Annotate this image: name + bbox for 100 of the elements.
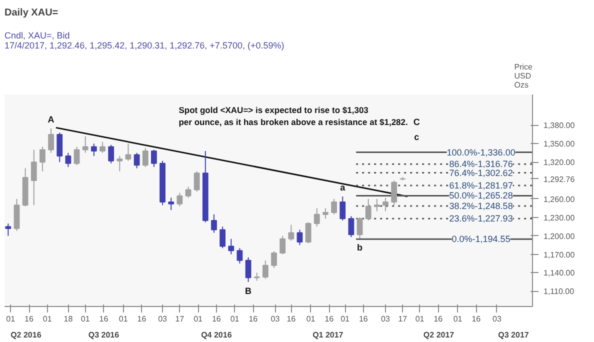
candlestick xyxy=(30,149,37,206)
candlestick xyxy=(90,143,97,156)
y-axis-title: Price USD Ozs xyxy=(514,62,534,90)
candlestick xyxy=(356,216,363,239)
candlestick xyxy=(194,170,200,192)
text: Q3 2016 xyxy=(88,330,120,340)
y-tick-label: 1,140.00 xyxy=(544,268,576,278)
candlestick xyxy=(108,144,114,164)
candlestick xyxy=(271,250,277,268)
y-tick-label: 1,260.00 xyxy=(544,194,576,204)
chart-title: Daily XAU= xyxy=(4,8,58,18)
annotation: 76.4%-1,302.62 xyxy=(449,168,513,178)
candlestick xyxy=(340,196,346,221)
x-tick-label: 03 xyxy=(381,314,390,324)
annotation: 50.0%-1,265.28 xyxy=(449,190,513,201)
x-tick-label: 16 xyxy=(286,314,296,324)
x-tick-label: 17 xyxy=(175,314,185,324)
chart-subtitle: Cndl, XAU=, Bid 17/4/2017, 1,292.46, 1,295.42, 1,290.31, 1,292.76, +7.5700, (+0.59%) xyxy=(4,30,284,50)
candlestick xyxy=(280,235,286,255)
annotation: a xyxy=(340,182,346,193)
x-tick-label: 16 xyxy=(137,314,147,324)
x-tick-label: 18 xyxy=(64,314,74,324)
candlestick xyxy=(288,224,294,242)
candlestick xyxy=(348,216,354,238)
candlestick xyxy=(14,198,20,232)
candlestick xyxy=(228,238,234,255)
x-tick-label: 03 xyxy=(492,314,502,324)
x-tick-label: 16 xyxy=(324,314,334,324)
candlestick xyxy=(262,260,268,280)
candlestick xyxy=(125,143,132,162)
candlestick xyxy=(245,256,252,282)
x-tick-label: 03 xyxy=(270,314,280,324)
x-tick-label: 16 xyxy=(212,314,222,324)
candlestick xyxy=(305,222,312,244)
annotation: 61.8%-1,281.97 xyxy=(449,180,513,190)
annotation: B xyxy=(245,286,252,296)
annotation: c xyxy=(414,132,420,142)
candlestick xyxy=(142,147,148,168)
x-tick-label: 01 xyxy=(306,314,316,324)
x-tick-label: 01 xyxy=(453,314,463,324)
text: Q1 2017 xyxy=(312,330,344,340)
candlestick xyxy=(74,146,80,166)
annotation: 86.4%-1,316.76 xyxy=(449,159,513,170)
annotation: A xyxy=(48,114,55,124)
y-tick-label: 1,230.00 xyxy=(544,213,576,222)
x-tick-label: 01 xyxy=(80,314,90,324)
candlestick xyxy=(211,214,217,234)
candlestick xyxy=(296,229,303,246)
text: Q2 2017 xyxy=(423,330,455,340)
x-tick-label: 01 xyxy=(415,314,425,324)
annotation: 23.6%-1,227.93 xyxy=(449,214,513,224)
y-tick-label: 1,110.00 xyxy=(544,287,575,296)
candlestick xyxy=(168,197,174,211)
candlestick xyxy=(100,141,106,154)
text: Q3 2017 xyxy=(498,330,530,340)
text: Q2 2016 xyxy=(10,330,42,340)
x-tick-label: 16 xyxy=(472,314,482,324)
x-tick-label: 01 xyxy=(42,314,52,324)
y-tick-label: 1,350.00 xyxy=(544,140,576,149)
candlestick xyxy=(236,248,243,264)
x-tick-label: 01 xyxy=(6,314,16,324)
annotation: 38.2%-1,248.58 xyxy=(449,200,513,211)
y-tick-label: 1,380.00 xyxy=(544,121,576,130)
x-tick-label: 16 xyxy=(99,314,109,324)
candlestick xyxy=(40,146,46,172)
x-tick-label: 01 xyxy=(194,314,204,324)
y-tick-label: 1,292.76 xyxy=(544,174,576,184)
annotation: b xyxy=(357,242,364,252)
annotation: 0.0%-1,194.55 xyxy=(452,234,510,244)
candlestick xyxy=(314,208,320,228)
x-tick-label: 03 xyxy=(158,314,168,324)
y-tick-label: 1,170.00 xyxy=(544,250,576,260)
candlestick xyxy=(382,197,388,212)
x-tick-label: 16 xyxy=(248,314,258,324)
candlestick xyxy=(65,152,72,168)
annotation: C xyxy=(413,117,420,128)
x-tick-label: 16 xyxy=(24,314,34,324)
y-tick-label: 1,320.00 xyxy=(544,158,576,168)
x-tick-label: 01 xyxy=(340,314,350,324)
candlestick xyxy=(48,128,54,154)
candlestick xyxy=(391,180,398,206)
annotation: Spot gold <XAU=> is expected to rise to $1,303 per ounce, as it has broken above a resistance at $1,282. xyxy=(178,105,408,128)
annotation: 100.0%-1,336.00 xyxy=(446,147,516,158)
candlestick xyxy=(365,198,372,221)
candlestick xyxy=(331,198,337,215)
candlestick xyxy=(134,152,140,169)
x-tick-label: 16 xyxy=(358,314,368,324)
x-tick-label: 16 xyxy=(434,314,444,324)
y-tick-label: 1,200.00 xyxy=(544,232,576,241)
candlestick xyxy=(82,136,88,154)
candlestick xyxy=(176,192,183,207)
x-tick-label: 01 xyxy=(118,314,128,324)
candlestick xyxy=(56,132,63,163)
candlestick xyxy=(374,198,380,212)
candlestick xyxy=(322,208,328,220)
candlestick xyxy=(185,186,192,198)
text: Q4 2016 xyxy=(201,330,232,340)
x-tick-label: 01 xyxy=(230,314,240,324)
candlestick xyxy=(116,155,123,172)
candlestick xyxy=(5,223,12,236)
